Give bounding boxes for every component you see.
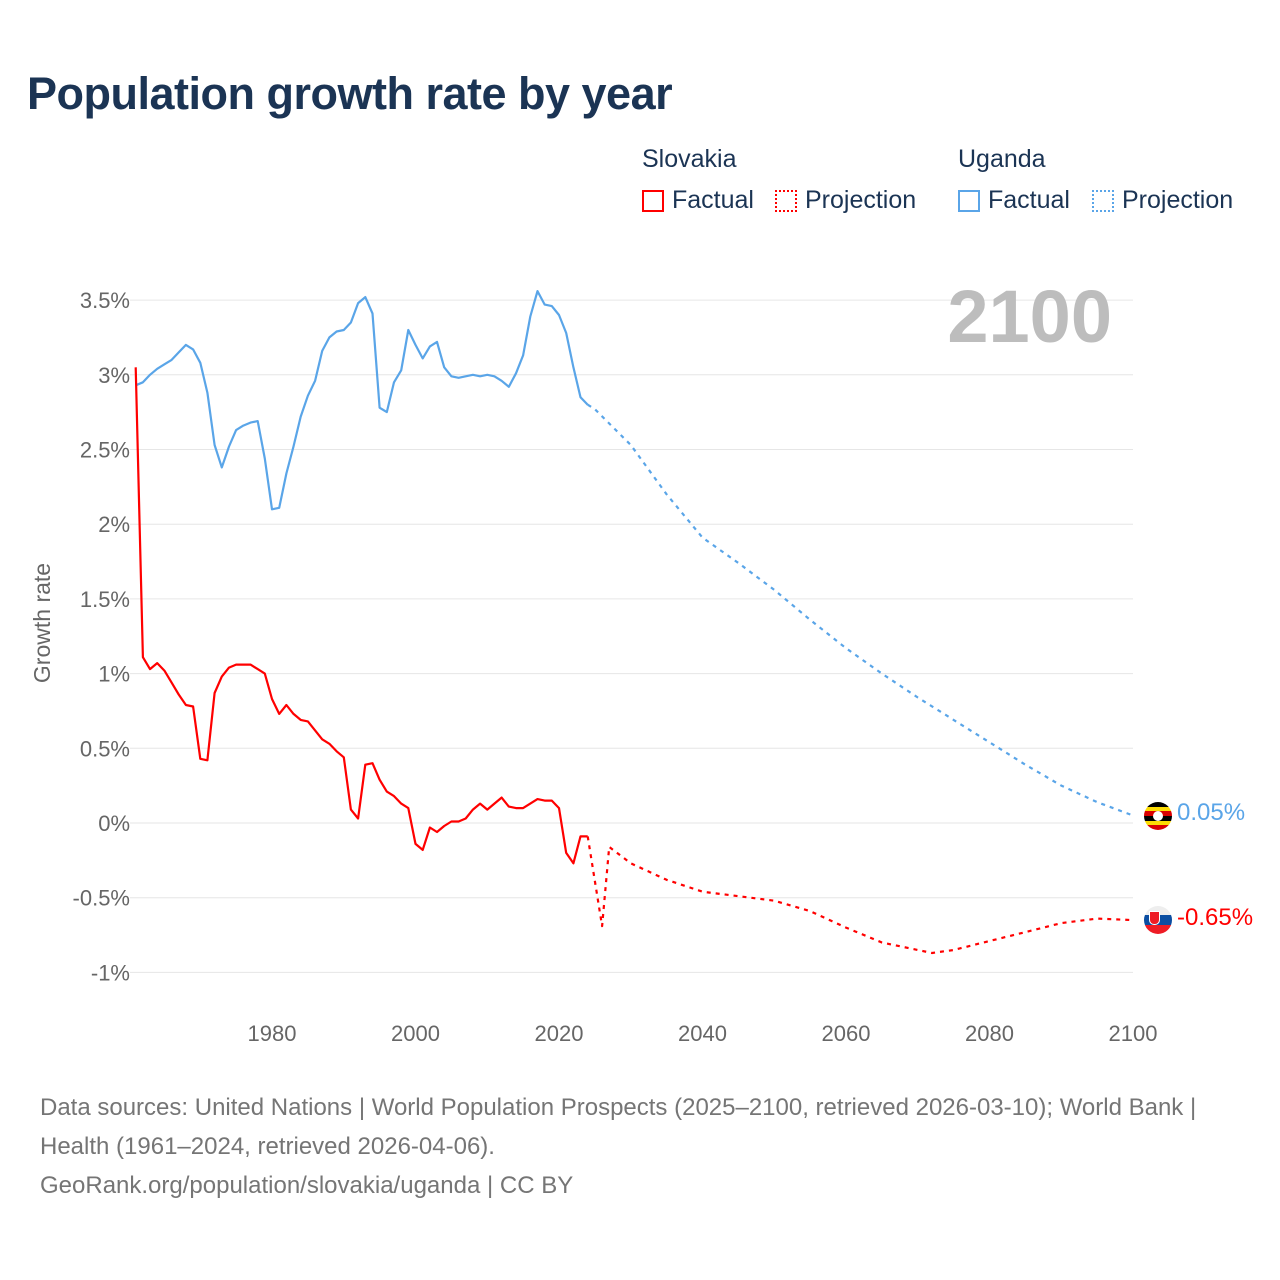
series-line-slovakia-factual bbox=[134, 367, 588, 865]
x-tick-label: 2000 bbox=[391, 1021, 440, 1046]
uganda-end-label: 0.05% bbox=[1177, 799, 1246, 826]
legend-swatch-solid bbox=[958, 189, 980, 212]
uganda-flag-icon bbox=[1144, 802, 1172, 830]
x-tick-label: 2080 bbox=[965, 1021, 1014, 1046]
series-line-uganda-factual bbox=[135, 290, 589, 511]
x-tick-label: 2040 bbox=[678, 1021, 727, 1046]
legend-group-slovakia: Slovakia bbox=[642, 145, 737, 173]
y-tick-label: 3.5% bbox=[80, 288, 130, 313]
legend-label: Projection bbox=[805, 186, 917, 214]
x-tick-label: 2100 bbox=[1109, 1021, 1158, 1046]
legend-slovakia-projection[interactable]: Projection bbox=[775, 186, 916, 215]
y-tick-label: 0% bbox=[98, 811, 130, 836]
legend-slovakia-factual[interactable]: Factual bbox=[642, 186, 754, 215]
legend-group-uganda: Uganda bbox=[958, 145, 1046, 173]
year-watermark: 2100 bbox=[947, 275, 1112, 358]
y-axis-label: Growth rate bbox=[29, 563, 55, 683]
y-tick-label: 0.5% bbox=[80, 736, 130, 761]
x-tick-label: 2020 bbox=[535, 1021, 584, 1046]
slovakia-flag-icon bbox=[1144, 906, 1172, 934]
x-tick-label: 2060 bbox=[822, 1021, 871, 1046]
legend-swatch-dotted bbox=[775, 189, 797, 212]
legend-label: Factual bbox=[672, 186, 754, 214]
sources-link[interactable]: GeoRank.org/population/slovakia/uganda |… bbox=[40, 1172, 574, 1199]
y-tick-label: 3% bbox=[98, 363, 130, 388]
y-tick-label: -1% bbox=[91, 960, 130, 985]
legend-uganda-factual[interactable]: Factual bbox=[958, 186, 1070, 215]
legend-label: Factual bbox=[988, 186, 1070, 214]
data-sources: Data sources: United Nations | World Pop… bbox=[40, 1088, 1240, 1205]
x-tick-label: 1980 bbox=[248, 1021, 297, 1046]
y-tick-label: 1% bbox=[98, 662, 130, 687]
series-line-uganda-projection bbox=[587, 403, 1134, 817]
sources-text: Data sources: United Nations | World Pop… bbox=[40, 1094, 1197, 1160]
y-tick-label: -0.5% bbox=[73, 886, 130, 911]
slovakia-end-label: -0.65% bbox=[1177, 904, 1254, 931]
chart-title: Population growth rate by year bbox=[27, 68, 673, 119]
chart-plot: 3.5% 3% 2.5% 2% 1.5% 1% 0.5% 0% -0.5% -1% 1980 2000… bbox=[29, 275, 1158, 1046]
legend-swatch-solid bbox=[642, 189, 664, 212]
legend-uganda-projection[interactable]: Projection bbox=[1092, 186, 1233, 215]
legend-swatch-dotted bbox=[1092, 189, 1114, 212]
legend-label: Projection bbox=[1122, 186, 1234, 214]
y-tick-label: 2.5% bbox=[80, 438, 130, 463]
y-tick-label: 1.5% bbox=[80, 587, 130, 612]
y-tick-label: 2% bbox=[98, 512, 130, 537]
series-line-slovakia-projection bbox=[586, 836, 1134, 955]
